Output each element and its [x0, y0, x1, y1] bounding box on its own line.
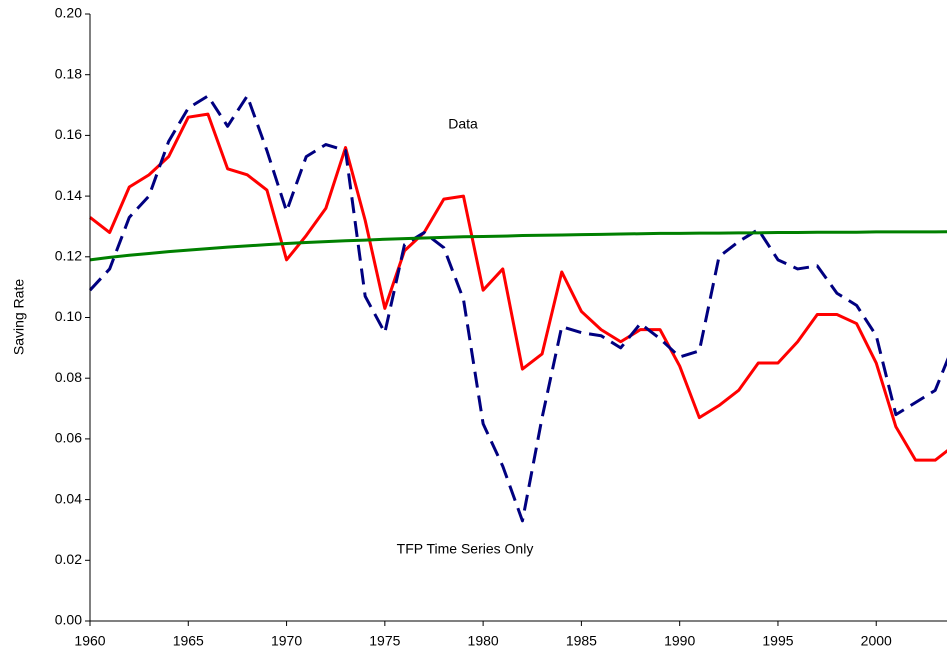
y-tick-label: 0.12 — [55, 248, 82, 264]
y-tick-label: 0.02 — [55, 551, 82, 567]
x-tick-label: 1985 — [566, 633, 597, 649]
y-tick-label: 0.20 — [55, 5, 82, 21]
series-label: TFP Time Series Only — [397, 541, 534, 557]
y-tick-label: 0.06 — [55, 430, 82, 446]
y-tick-label: 0.00 — [55, 612, 82, 628]
y-tick-label: 0.08 — [55, 369, 82, 385]
series-line — [88, 94, 947, 523]
plot-area — [88, 94, 947, 523]
y-tick-label: 0.16 — [55, 126, 82, 142]
series-line — [89, 230, 947, 262]
x-tick-label: 1970 — [271, 633, 302, 649]
x-tick-label: 2000 — [861, 633, 892, 649]
x-tick-label: 1990 — [664, 633, 695, 649]
x-tick-label: 1975 — [369, 633, 400, 649]
series-label: Data — [448, 116, 478, 132]
x-tick-label: 1980 — [468, 633, 499, 649]
y-tick-label: 0.18 — [55, 65, 82, 81]
series-line — [89, 112, 947, 462]
y-tick-label: 0.04 — [55, 490, 82, 506]
x-tick-label: 1965 — [173, 633, 204, 649]
y-tick-label: 0.14 — [55, 187, 82, 203]
y-tick-label: 0.10 — [55, 308, 82, 324]
x-tick-label: 1995 — [762, 633, 793, 649]
y-axis-label: Saving Rate — [11, 279, 27, 355]
x-tick-label: 1960 — [74, 633, 105, 649]
